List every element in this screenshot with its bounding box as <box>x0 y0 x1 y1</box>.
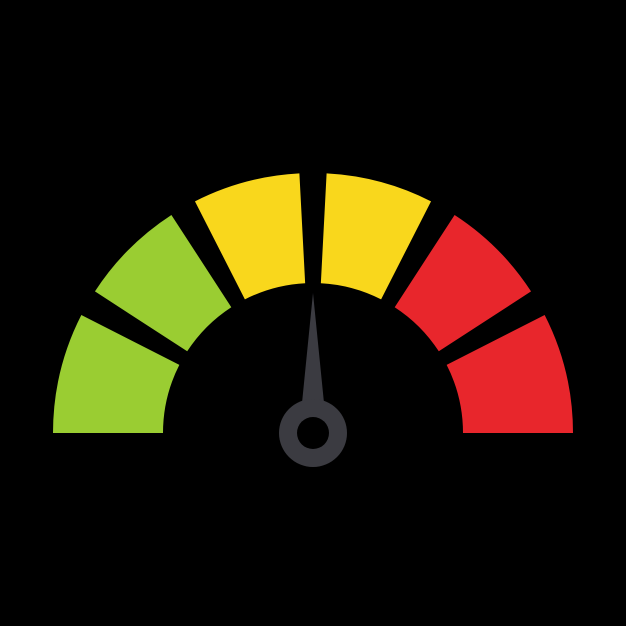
gauge-segment <box>395 215 531 351</box>
speedometer-gauge <box>33 143 593 483</box>
gauge-segment <box>95 215 231 351</box>
gauge-svg <box>33 143 593 483</box>
gauge-hub-hole <box>297 417 329 449</box>
